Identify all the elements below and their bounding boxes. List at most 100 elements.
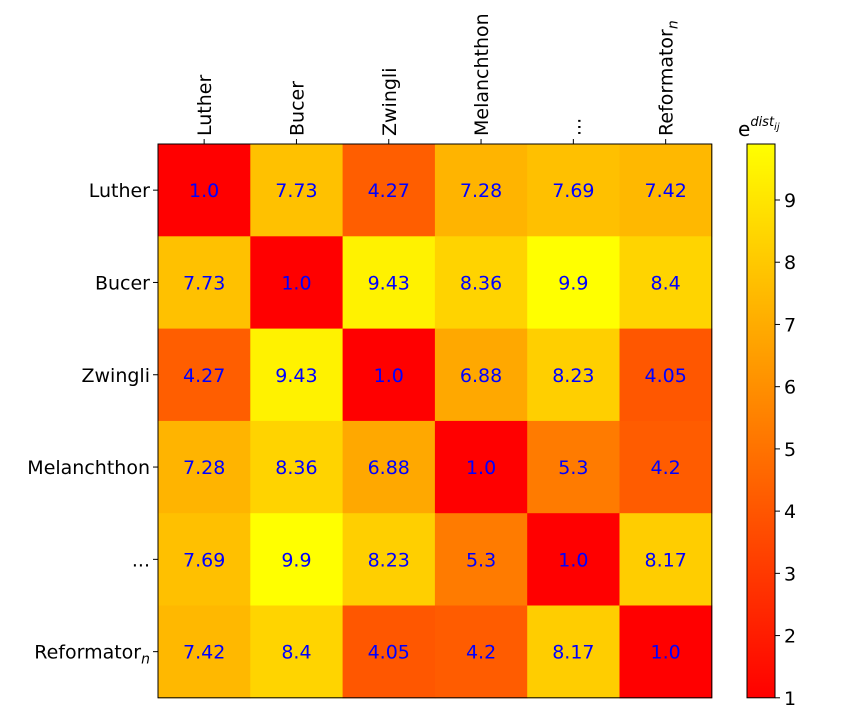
- cell-value-label: 5.3: [466, 549, 496, 571]
- cell-value-label: 6.88: [368, 457, 410, 479]
- heatmap-cell: [434, 513, 528, 606]
- cell-value-label: 7.28: [183, 457, 225, 479]
- cell-value-label: 1.0: [189, 180, 219, 202]
- plot-frame: [157, 143, 713, 699]
- heatmap-cell: [158, 605, 251, 699]
- colorbar-tick-label: 2: [784, 626, 796, 648]
- heatmap-cell: [342, 328, 436, 422]
- cell-value-label: 8.23: [368, 549, 410, 571]
- cell-value-label: 4.05: [368, 642, 410, 664]
- y-axis-ticks: Luther Bucer Zwingli Melanchthon... Reformat…: [27, 180, 158, 668]
- cell-value-label: 1.0: [651, 642, 681, 664]
- colorbar-tick-label: 4: [784, 501, 796, 523]
- heatmap-cell: [619, 328, 713, 422]
- y-tick-label: Zwingli: [82, 365, 151, 387]
- colorbar-tick-label: 1: [784, 688, 796, 710]
- cell-value-label: 4.2: [466, 642, 496, 664]
- heatmap-cell: [619, 605, 713, 699]
- cell-value-label: 7.69: [552, 180, 594, 202]
- heatmap-cell: [619, 236, 713, 330]
- heatmap-cell: [527, 513, 620, 606]
- colorbar-tick-label: 6: [784, 377, 796, 399]
- y-tick-label: ...: [132, 549, 150, 571]
- x-tick-label: Luther: [194, 75, 216, 136]
- heatmap-cell: [250, 420, 344, 514]
- heatmap-cell: [158, 420, 251, 514]
- heatmap-cell: [434, 420, 528, 514]
- heatmap-cell: [250, 236, 344, 330]
- cell-value-label: 5.3: [558, 457, 588, 479]
- heatmap-cell-labels: 1.0 7.73 4.27 7.28 7.69 7.42 7.73 1.0 9.43 8.36 9.…: [183, 180, 687, 664]
- heatmap-cell: [342, 236, 436, 330]
- colorbar-tick-label: 7: [784, 314, 796, 336]
- cell-value-label: 7.73: [275, 180, 317, 202]
- colorbar-gradient: [746, 143, 776, 699]
- cell-value-label: 7.28: [460, 180, 502, 202]
- colorbar-tick-label: 8: [784, 252, 796, 274]
- y-tick-label: Melanchthon: [27, 457, 150, 479]
- y-tick-label: Reformatorn: [34, 642, 150, 668]
- cell-value-label: 1.0: [558, 549, 588, 571]
- heatmap-cell: [434, 605, 528, 699]
- heatmap-cell: [527, 420, 620, 514]
- heatmap-cell: [619, 420, 713, 514]
- cell-value-label: 1.0: [374, 365, 404, 387]
- x-tick-label: Zwingli: [379, 68, 401, 137]
- cell-value-label: 9.9: [281, 549, 311, 571]
- colorbar: 1 2 3 4 5 6 7 8 9 edistij: [738, 115, 796, 710]
- cell-value-label: 8.17: [644, 549, 686, 571]
- cell-value-label: 7.42: [183, 642, 225, 664]
- heatmap-cell: [158, 144, 251, 237]
- heatmap-cell: [619, 144, 713, 237]
- cell-value-label: 8.23: [552, 365, 594, 387]
- heatmap-cell: [250, 513, 344, 606]
- cell-value-label: 4.27: [183, 365, 225, 387]
- heatmap-cell: [342, 605, 436, 699]
- heatmap-cell: [619, 513, 713, 606]
- x-axis-ticks: Luther Bucer Zwingli Melanchthon... Reformat…: [194, 13, 682, 144]
- cell-value-label: 8.17: [552, 642, 594, 664]
- heatmap-cell: [527, 236, 620, 330]
- colorbar-ticks: 1 2 3 4 5 6 7 8 9: [775, 190, 796, 710]
- heatmap-cell: [434, 328, 528, 422]
- cell-value-label: 6.88: [460, 365, 502, 387]
- y-tick-label-text: Reformator: [34, 642, 141, 664]
- cell-value-label: 7.69: [183, 549, 225, 571]
- heatmap-cells: [158, 144, 713, 699]
- cell-value-label: 8.4: [281, 642, 311, 664]
- heatmap-cell: [342, 420, 436, 514]
- y-tick-label-subscript: n: [141, 652, 150, 668]
- colorbar-label-subscript: ij: [774, 122, 780, 133]
- heatmap-cell: [527, 144, 620, 237]
- cell-value-label: 8.36: [460, 272, 502, 294]
- y-tick-label: Luther: [89, 180, 150, 202]
- colorbar-label-base: e: [738, 117, 750, 141]
- x-tick-label: ...: [563, 118, 585, 136]
- heatmap-cell: [250, 605, 344, 699]
- heatmap-cell: [250, 144, 344, 237]
- x-tick-label-text: Reformator: [656, 29, 678, 136]
- colorbar-label-superscript: dist: [750, 115, 775, 130]
- heatmap-cell: [158, 328, 251, 422]
- heatmap-cell: [342, 144, 436, 237]
- x-tick-label: Melanchthon: [471, 13, 493, 136]
- heatmap-cell: [527, 328, 620, 422]
- x-tick-label: Bucer: [286, 81, 308, 136]
- cell-value-label: 7.42: [644, 180, 686, 202]
- x-tick-label-subscript: n: [666, 20, 682, 29]
- colorbar-tick-label: 3: [784, 563, 796, 585]
- heatmap-cell: [434, 236, 528, 330]
- heatmap-cell: [158, 513, 251, 606]
- cell-value-label: 4.2: [651, 457, 681, 479]
- cell-value-label: 1.0: [466, 457, 496, 479]
- cell-value-label: 1.0: [281, 272, 311, 294]
- y-tick-label: Bucer: [95, 272, 150, 294]
- cell-value-label: 9.43: [368, 272, 410, 294]
- heatmap-cell: [527, 605, 620, 699]
- cell-value-label: 4.05: [644, 365, 686, 387]
- x-tick-label: Reformatorn: [656, 20, 682, 136]
- colorbar-tick-label: 5: [784, 439, 796, 461]
- cell-value-label: 4.27: [368, 180, 410, 202]
- cell-value-label: 9.43: [275, 365, 317, 387]
